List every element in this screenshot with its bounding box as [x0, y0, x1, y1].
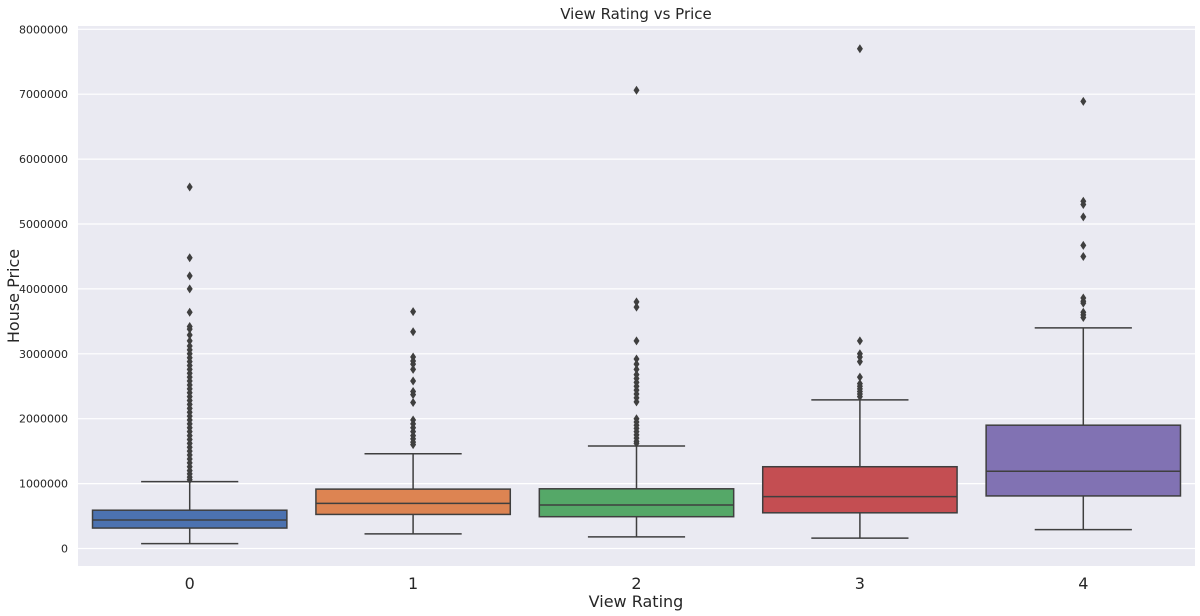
outlier-point [856, 336, 863, 346]
outlier-point [186, 271, 193, 281]
outlier-point [633, 354, 640, 364]
outlier-point [633, 297, 640, 307]
outlier-point [633, 359, 640, 369]
box-group [538, 85, 735, 538]
box-group [315, 307, 512, 535]
x-tick-label: 2 [631, 574, 641, 593]
outlier-point [856, 352, 863, 362]
outlier-point [410, 440, 417, 450]
y-tick-label: 6000000 [19, 153, 68, 166]
outlier-point [186, 284, 193, 294]
y-tick-label: 5000000 [19, 218, 68, 231]
box-group [985, 96, 1182, 531]
outlier-point [633, 85, 640, 95]
iqr-box [538, 488, 735, 518]
y-tick-label: 8000000 [19, 23, 68, 36]
outlier-point [186, 336, 193, 346]
y-tick-label: 3000000 [19, 348, 68, 361]
iqr-box [315, 488, 512, 516]
iqr-box [761, 465, 958, 514]
iqr-box [985, 424, 1182, 497]
outlier-point [856, 44, 863, 54]
outlier-point [633, 397, 640, 407]
outlier-point [856, 392, 863, 402]
outlier-point [1080, 200, 1087, 210]
x-tick-label: 3 [855, 574, 865, 593]
outlier-point [1080, 212, 1087, 222]
x-axis-ticks: 0 1 2 3 4 [185, 574, 1089, 593]
y-tick-label: 2000000 [19, 413, 68, 426]
outlier-point [1080, 96, 1087, 106]
y-tick-label: 1000000 [19, 478, 68, 491]
outlier-point [633, 302, 640, 312]
y-tick-label: 7000000 [19, 88, 68, 101]
x-tick-label: 0 [185, 574, 195, 593]
iqr-box [91, 509, 288, 529]
outlier-point [186, 253, 193, 263]
outlier-point [1080, 251, 1087, 261]
y-tick-label: 0 [61, 543, 68, 556]
outlier-point [1080, 240, 1087, 250]
outlier-point [410, 327, 417, 337]
outlier-point [410, 359, 417, 369]
outlier-point [633, 438, 640, 448]
chart-title: View Rating vs Price [560, 5, 712, 23]
outlier-point [186, 324, 193, 334]
box-series [91, 44, 1182, 545]
y-tick-label: 4000000 [19, 283, 68, 296]
outlier-point [633, 364, 640, 374]
outlier-point [186, 475, 193, 485]
box-group [761, 44, 958, 539]
outlier-point [186, 182, 193, 192]
outlier-point [410, 307, 417, 317]
y-axis-ticks: 0 1000000 2000000 3000000 4000000 5000000 6000… [19, 23, 68, 555]
box-group [91, 182, 288, 545]
outlier-point [410, 397, 417, 407]
outlier-point [410, 390, 417, 400]
x-axis-label: View Rating [589, 592, 684, 611]
outlier-point [186, 307, 193, 317]
outlier-point [633, 336, 640, 346]
x-tick-label: 1 [408, 574, 418, 593]
x-tick-label: 4 [1078, 574, 1088, 593]
outlier-point [856, 372, 863, 382]
outlier-point [410, 364, 417, 374]
y-axis-label: House Price [4, 249, 23, 343]
outlier-point [410, 376, 417, 386]
outlier-point [1080, 298, 1087, 308]
outlier-point [186, 330, 193, 340]
outlier-point [1080, 312, 1087, 322]
outlier-point [856, 357, 863, 367]
